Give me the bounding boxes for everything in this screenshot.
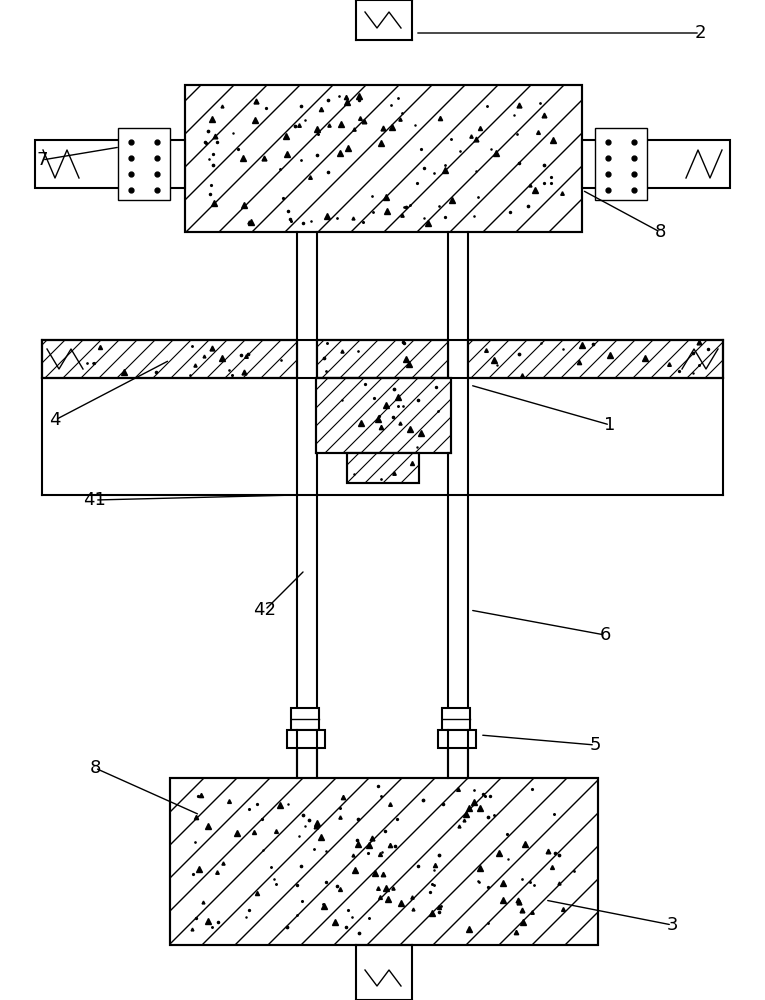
Bar <box>170 778 598 945</box>
Text: 6: 6 <box>599 626 610 644</box>
Text: 3: 3 <box>666 916 678 934</box>
Bar <box>185 85 582 232</box>
Bar <box>438 730 476 748</box>
Bar <box>468 340 723 378</box>
Bar <box>347 453 419 483</box>
Bar <box>582 140 730 188</box>
Text: 5: 5 <box>589 736 601 754</box>
Bar <box>595 128 647 200</box>
Text: 1: 1 <box>604 416 616 434</box>
Text: 4: 4 <box>49 411 60 429</box>
Bar <box>118 128 170 200</box>
Bar <box>347 453 419 483</box>
Bar <box>316 378 451 453</box>
Bar <box>316 378 451 453</box>
Bar <box>287 730 325 748</box>
Bar <box>170 778 598 945</box>
Bar <box>42 340 297 378</box>
Bar <box>291 708 319 730</box>
Bar <box>317 340 448 378</box>
Text: 2: 2 <box>695 24 706 42</box>
Text: 41: 41 <box>83 491 106 509</box>
Bar <box>317 340 448 378</box>
Text: 7: 7 <box>36 151 47 169</box>
Text: 8: 8 <box>90 759 101 777</box>
Bar <box>468 340 723 378</box>
Bar <box>185 85 582 232</box>
Bar <box>42 340 297 378</box>
Bar <box>442 708 470 730</box>
Text: 8: 8 <box>654 223 666 241</box>
Text: 42: 42 <box>253 601 276 619</box>
Bar <box>35 140 185 188</box>
